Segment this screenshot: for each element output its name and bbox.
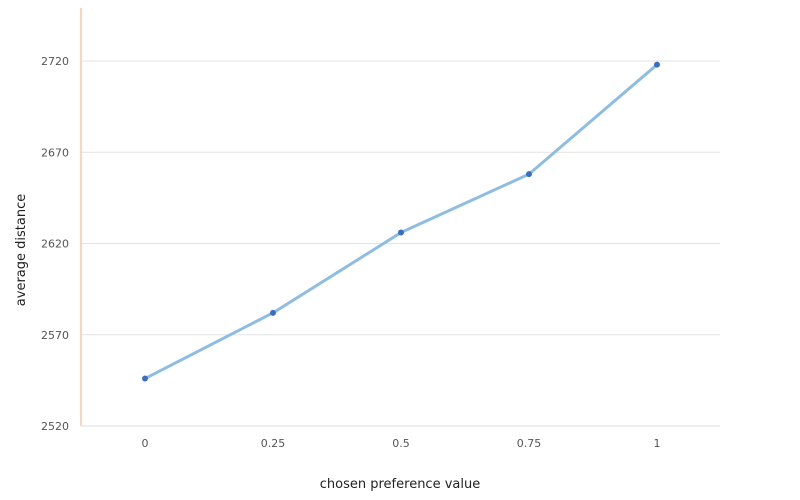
x-axis-title: chosen preference value xyxy=(320,477,480,492)
data-point xyxy=(142,375,148,382)
y-axis-title: average distance xyxy=(14,194,29,306)
y-tick-label: 2670 xyxy=(41,146,69,159)
x-tick-labels: 0 0.25 0.5 0.75 1 xyxy=(142,437,661,450)
data-points xyxy=(142,61,660,382)
x-tick-label: 1 xyxy=(654,437,661,450)
data-point xyxy=(398,229,404,236)
x-tick-label: 0.25 xyxy=(261,437,286,450)
grid-lines xyxy=(81,60,720,336)
series-line xyxy=(143,63,659,381)
x-tick-label: 0.5 xyxy=(392,437,410,450)
y-tick-label: 2520 xyxy=(41,420,69,433)
data-point xyxy=(526,171,532,178)
data-point xyxy=(270,309,276,316)
data-point xyxy=(654,61,660,68)
x-tick-label: 0 xyxy=(142,437,149,450)
y-tick-labels: 2520 2570 2620 2670 2720 xyxy=(41,55,69,433)
y-tick-label: 2620 xyxy=(41,238,69,251)
x-tick-label: 0.75 xyxy=(517,437,542,450)
y-tick-label: 2570 xyxy=(41,329,69,342)
y-tick-label: 2720 xyxy=(41,55,69,68)
